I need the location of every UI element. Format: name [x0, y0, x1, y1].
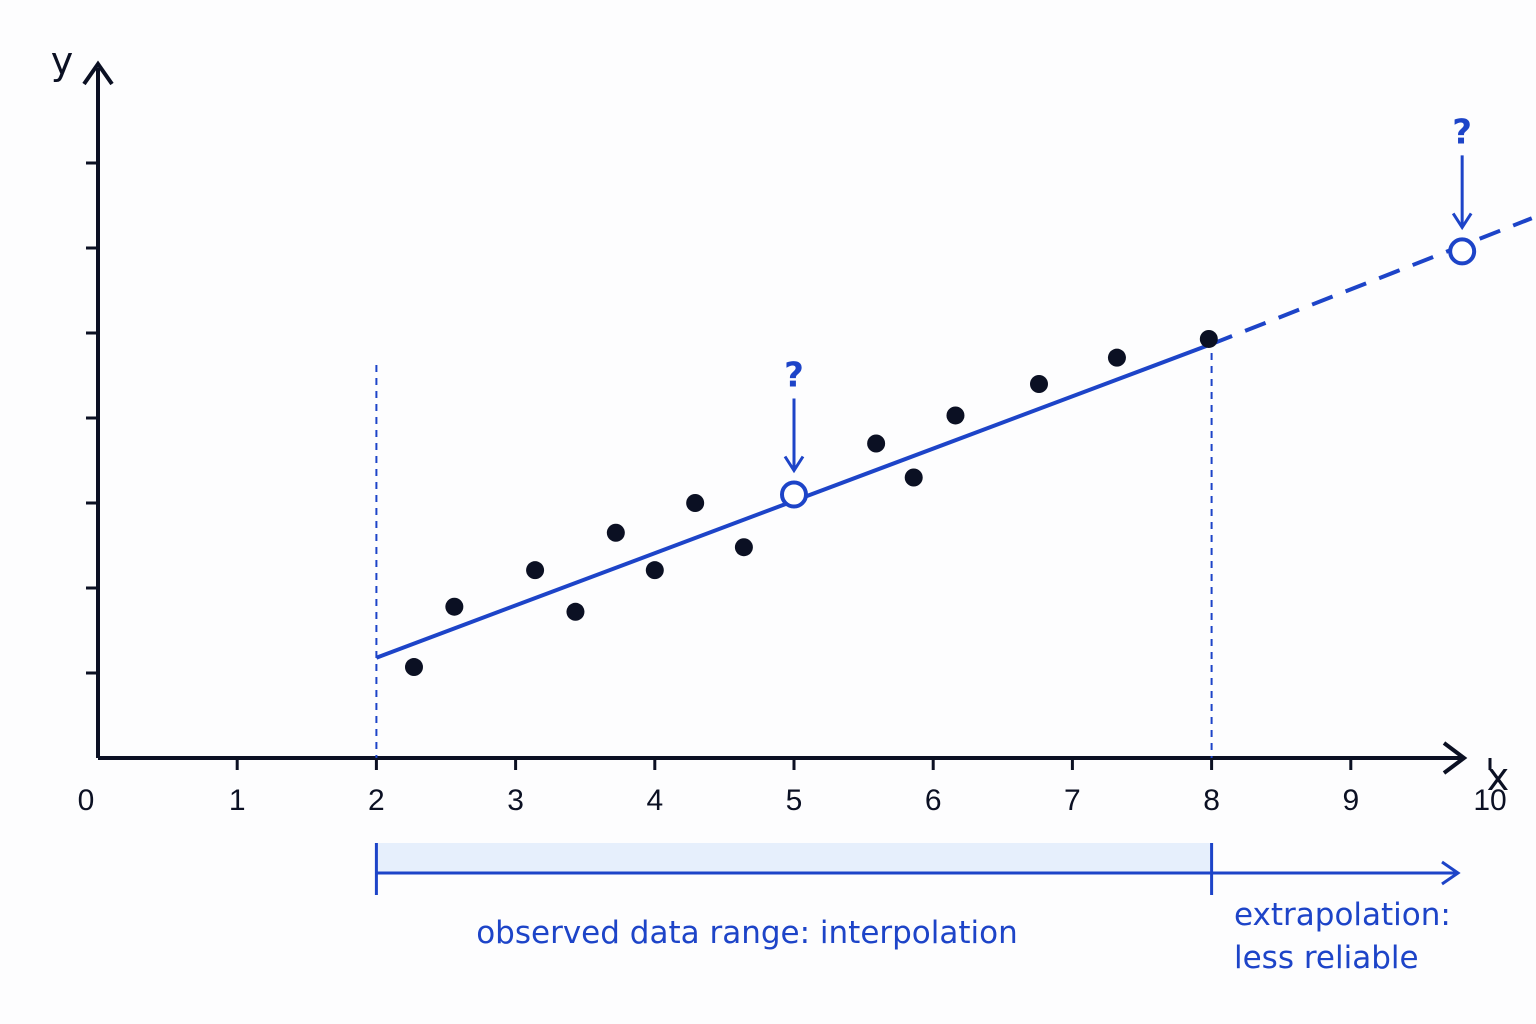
x-ticks: 0 1 2 3 4 5 6 7 8 9 10	[78, 758, 1507, 817]
x-axis-arrowhead	[1442, 741, 1468, 775]
x-tick-label: 7	[1064, 784, 1081, 817]
y-ticks	[86, 161, 98, 675]
data-point	[526, 561, 545, 580]
x-tick-label: 4	[646, 784, 663, 817]
data-point	[904, 468, 923, 487]
data-point	[1107, 348, 1126, 367]
prediction-arrow-head	[783, 455, 805, 474]
predicted-point	[780, 480, 808, 509]
predicted-points: ??	[780, 112, 1477, 509]
data-point	[1199, 329, 1218, 348]
data-point	[645, 561, 664, 580]
x-tick-label: 3	[507, 784, 524, 817]
prediction-arrow-head	[1451, 212, 1473, 231]
extrapolation-label-line1: extrapolation:	[1234, 897, 1451, 933]
x-tick-label: 2	[368, 784, 385, 817]
data-point	[867, 434, 886, 453]
axes	[82, 60, 1468, 775]
predicted-point	[1448, 237, 1477, 266]
x-tick-label: 1	[229, 784, 246, 817]
fit-layer	[375, 216, 1533, 660]
y-axis-arrowhead	[82, 60, 114, 86]
x-tick-label: 9	[1342, 784, 1359, 817]
data-point	[445, 597, 464, 616]
observed-range-fill	[376, 843, 1212, 873]
data-point	[1029, 375, 1048, 393]
prediction-question-mark: ?	[784, 356, 804, 396]
x-tick-label: 5	[786, 784, 803, 817]
x-axis-title: x	[1487, 755, 1510, 799]
x-tick-label: 8	[1203, 784, 1220, 817]
data-point	[606, 523, 625, 542]
data-point	[566, 602, 585, 621]
x-tick-label: 0	[78, 784, 95, 817]
data-point	[734, 538, 753, 557]
extrapolation-line	[1210, 216, 1533, 346]
extrapolation-arrow	[1189, 860, 1461, 886]
data-point	[686, 494, 705, 512]
interpolation-label: observed data range: interpolation	[476, 915, 1018, 951]
data-point	[946, 406, 965, 425]
observed-range-guides	[375, 340, 1213, 758]
x-tick-label: 6	[925, 784, 942, 817]
data-points	[404, 329, 1218, 677]
data-point	[404, 658, 423, 677]
extrapolation-label-line2: less reliable	[1234, 940, 1419, 976]
x-tick-label: 10	[1473, 784, 1506, 817]
observed-range-bar	[374, 843, 1214, 895]
y-axis-title: y	[51, 39, 74, 83]
extrapolation-arrow-head	[1441, 860, 1461, 886]
prediction-question-mark: ?	[1452, 112, 1472, 152]
